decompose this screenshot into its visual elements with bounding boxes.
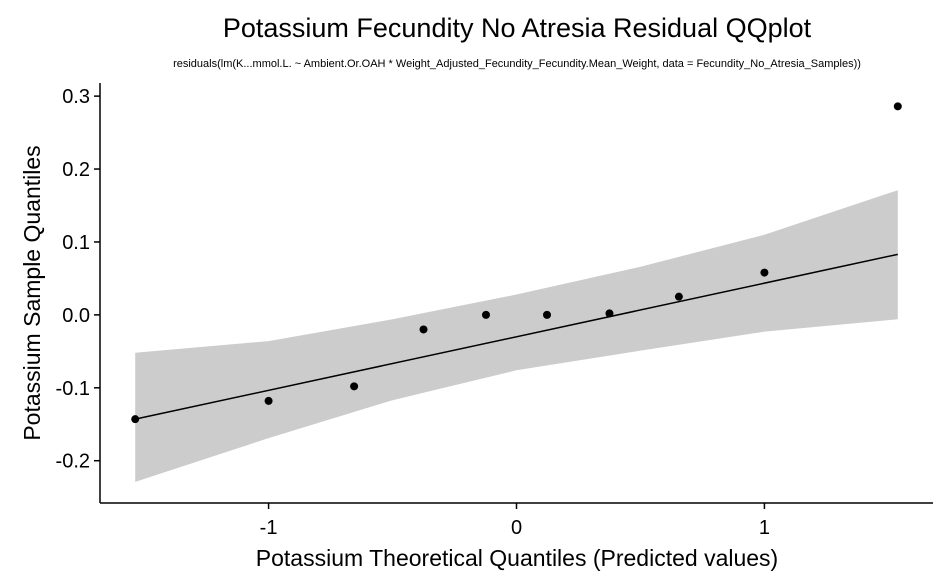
y-axis-title: Potassium Sample Quantiles xyxy=(19,145,45,440)
y-tick-label: 0.1 xyxy=(62,232,90,254)
data-points-layer xyxy=(131,102,902,424)
y-tick-label: 0.2 xyxy=(62,159,90,181)
data-point xyxy=(131,415,140,424)
reference-line-layer xyxy=(135,253,898,420)
data-point xyxy=(605,309,614,318)
y-tick-label: -0.1 xyxy=(56,378,90,400)
data-point xyxy=(419,325,428,334)
data-point xyxy=(542,310,551,319)
data-point xyxy=(893,102,902,111)
x-axis-title: Potassium Theoretical Quantiles (Predict… xyxy=(256,545,778,571)
data-point xyxy=(482,310,491,319)
x-tick-label: 0 xyxy=(511,517,522,539)
chart-title: Potassium Fecundity No Atresia Residual … xyxy=(223,13,812,43)
y-tick-label: 0.3 xyxy=(62,86,90,108)
x-tick-label: 1 xyxy=(759,517,770,539)
axes-layer: -0.2 -0.1 0.0 0.1 0.2 0.3 -1 0 1 xyxy=(56,83,933,539)
data-point xyxy=(674,292,683,301)
x-tick-label: -1 xyxy=(260,517,278,539)
data-point xyxy=(760,268,769,277)
y-tick-label: -0.2 xyxy=(56,451,90,473)
y-tick-label: 0.0 xyxy=(62,305,90,327)
chart-subtitle: residuals(lm(K...mmol.L. ~ Ambient.Or.OA… xyxy=(173,58,861,70)
data-point xyxy=(264,396,273,405)
qq-reference-line xyxy=(135,253,898,420)
data-point xyxy=(350,382,359,391)
